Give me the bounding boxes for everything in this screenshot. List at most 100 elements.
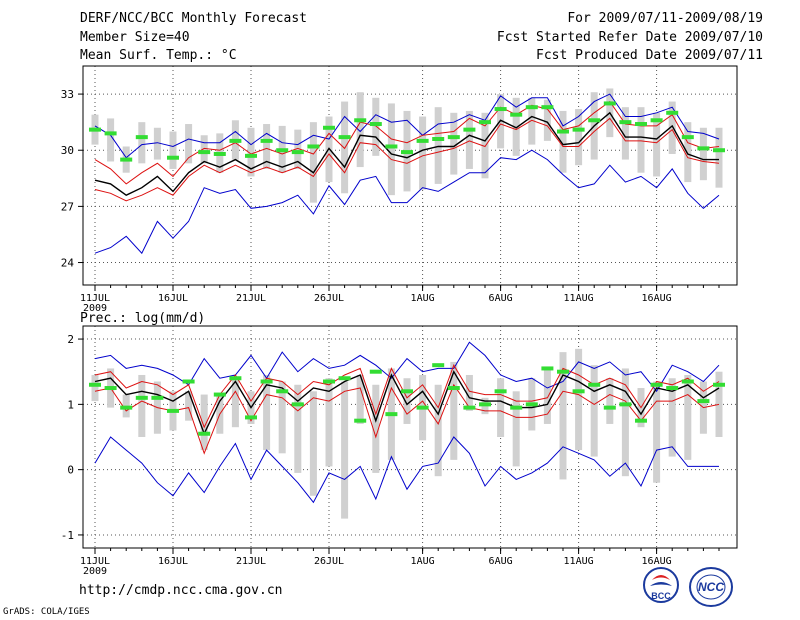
temp-ytick-label: 30 xyxy=(61,144,74,157)
temp-xtick-label: 26JUL xyxy=(314,293,344,304)
prec-obs-mark xyxy=(291,402,304,407)
temp-ens-bar xyxy=(621,107,629,160)
temp-obs-mark xyxy=(401,150,413,155)
prec-obs-mark xyxy=(525,402,538,407)
temp-xtick-label: 16JUL xyxy=(158,293,188,304)
prec-ens-bar xyxy=(185,391,193,421)
temp-xtick-label: 16AUG xyxy=(642,293,672,304)
prec-obs-mark xyxy=(603,405,616,410)
temp-ens-bar xyxy=(528,97,536,145)
temp-obs-mark xyxy=(89,127,101,132)
prec-xtick-label: 11JUL xyxy=(80,556,110,567)
prec-ytick-label: -1 xyxy=(61,529,74,542)
prec-ens-bar xyxy=(91,374,99,402)
temp-xtick-label: 11JUL xyxy=(80,293,110,304)
prec-obs-mark xyxy=(713,382,725,387)
prec-obs-mark xyxy=(619,402,632,407)
prec-xtick-label: 11AUG xyxy=(564,556,594,567)
temp-obs-mark xyxy=(354,118,367,123)
prec-ytick-label: 2 xyxy=(67,333,74,346)
prec-ens-bar xyxy=(606,378,614,424)
prec-ens-bar xyxy=(559,352,567,480)
temp-ens-bar xyxy=(481,112,489,179)
variable-label: Mean Surf. Temp.: °C xyxy=(80,48,237,63)
prec-line-ensemble-max xyxy=(94,341,720,393)
temp-obs-mark xyxy=(525,105,538,110)
prec-ytick-label: 1 xyxy=(67,398,74,411)
prec-obs-mark xyxy=(510,405,523,410)
temp-obs-mark xyxy=(213,151,226,156)
temp-obs-mark xyxy=(713,148,725,153)
prec-obs-mark xyxy=(182,379,195,384)
temp-line-ensemble-mean xyxy=(94,111,719,197)
temp-ens-bar xyxy=(637,107,645,173)
temp-obs-mark xyxy=(557,129,569,134)
temp-obs-mark xyxy=(369,122,382,127)
temp-ens-bar xyxy=(294,129,302,169)
temp-ens-bar xyxy=(153,127,161,160)
source-url[interactable]: http://cmdp.ncc.cma.gov.cn xyxy=(79,583,283,598)
prec-chart: -1 0 1 2 11JUL 16JUL 21JUL 26JUL 1AUG 6AUG 11AUG 16… xyxy=(61,325,738,577)
temp-obs-mark xyxy=(650,118,663,123)
temp-obs-mark xyxy=(697,146,710,151)
prec-obs-mark xyxy=(635,418,647,423)
prec-line-ensemble-mean-1-std xyxy=(94,364,720,429)
prec-obs-mark xyxy=(447,386,460,391)
prec-ens-bar xyxy=(263,374,271,451)
temp-obs-mark xyxy=(323,125,335,130)
temp-ens-bar xyxy=(107,118,115,162)
temp-xtick-label: 6AUG xyxy=(489,293,513,304)
temp-obs-mark xyxy=(432,137,445,141)
prec-obs-mark xyxy=(120,405,133,410)
prec-ens-bar xyxy=(715,371,723,437)
prec-ens-bar xyxy=(590,365,598,457)
prec-obs-mark xyxy=(401,389,413,394)
temp-obs-mark xyxy=(291,150,304,155)
temp-ens-bar xyxy=(247,127,255,177)
prec-obs-mark xyxy=(338,376,351,381)
prec-ens-bar xyxy=(325,378,333,467)
prec-ens-bar xyxy=(138,374,146,437)
prec-xtick-label: 16JUL xyxy=(158,556,188,567)
prec-ens-bar xyxy=(450,361,458,460)
prec-ens-bar xyxy=(294,384,302,473)
prec-ens-bar xyxy=(356,374,364,424)
temp-ytick-label: 27 xyxy=(61,200,74,213)
prec-obs-mark xyxy=(463,405,476,410)
prec-obs-mark xyxy=(666,386,679,391)
prec-obs-mark xyxy=(104,386,117,391)
prec-obs-mark xyxy=(557,369,569,374)
prec-obs-mark xyxy=(572,389,585,394)
prec-ens-bar xyxy=(512,391,520,467)
forecast-period: For 2009/07/11-2009/08/19 xyxy=(567,11,763,26)
temp-ens-bar xyxy=(309,122,317,203)
prec-obs-mark xyxy=(89,382,101,387)
prec-ens-bar xyxy=(465,374,473,411)
prec-obs-mark xyxy=(213,392,226,397)
temp-ens-bar xyxy=(715,127,723,188)
temp-obs-mark xyxy=(260,138,273,143)
grads-credit: GrADS: COLA/IGES xyxy=(3,607,90,617)
temp-obs-mark xyxy=(167,155,179,160)
ncc-logo: NCC xyxy=(688,566,734,608)
temp-ytick-label: 33 xyxy=(61,88,74,101)
ncc-logo-text: NCC xyxy=(698,580,724,594)
temp-obs-mark xyxy=(603,101,616,106)
temp-ens-bar xyxy=(450,112,458,175)
temp-obs-mark xyxy=(463,127,476,132)
figure-title: DERF/NCC/BCC Monthly Forecast xyxy=(80,11,307,26)
temp-year-label: 2009 xyxy=(83,303,107,314)
prec-year-label: 2009 xyxy=(83,566,107,577)
temp-ens-bar xyxy=(387,103,395,196)
temp-ens-bar xyxy=(372,97,380,156)
prec-xtick-label: 26JUL xyxy=(314,556,344,567)
temp-obs-mark xyxy=(104,131,117,136)
prec-ens-bar xyxy=(684,374,692,460)
temp-ens-bar xyxy=(543,99,551,141)
prec-ens-bar xyxy=(543,368,551,424)
prec-ens-bar xyxy=(668,378,676,457)
prec-ens-bar xyxy=(231,378,239,428)
prec-obs-mark xyxy=(697,399,710,404)
